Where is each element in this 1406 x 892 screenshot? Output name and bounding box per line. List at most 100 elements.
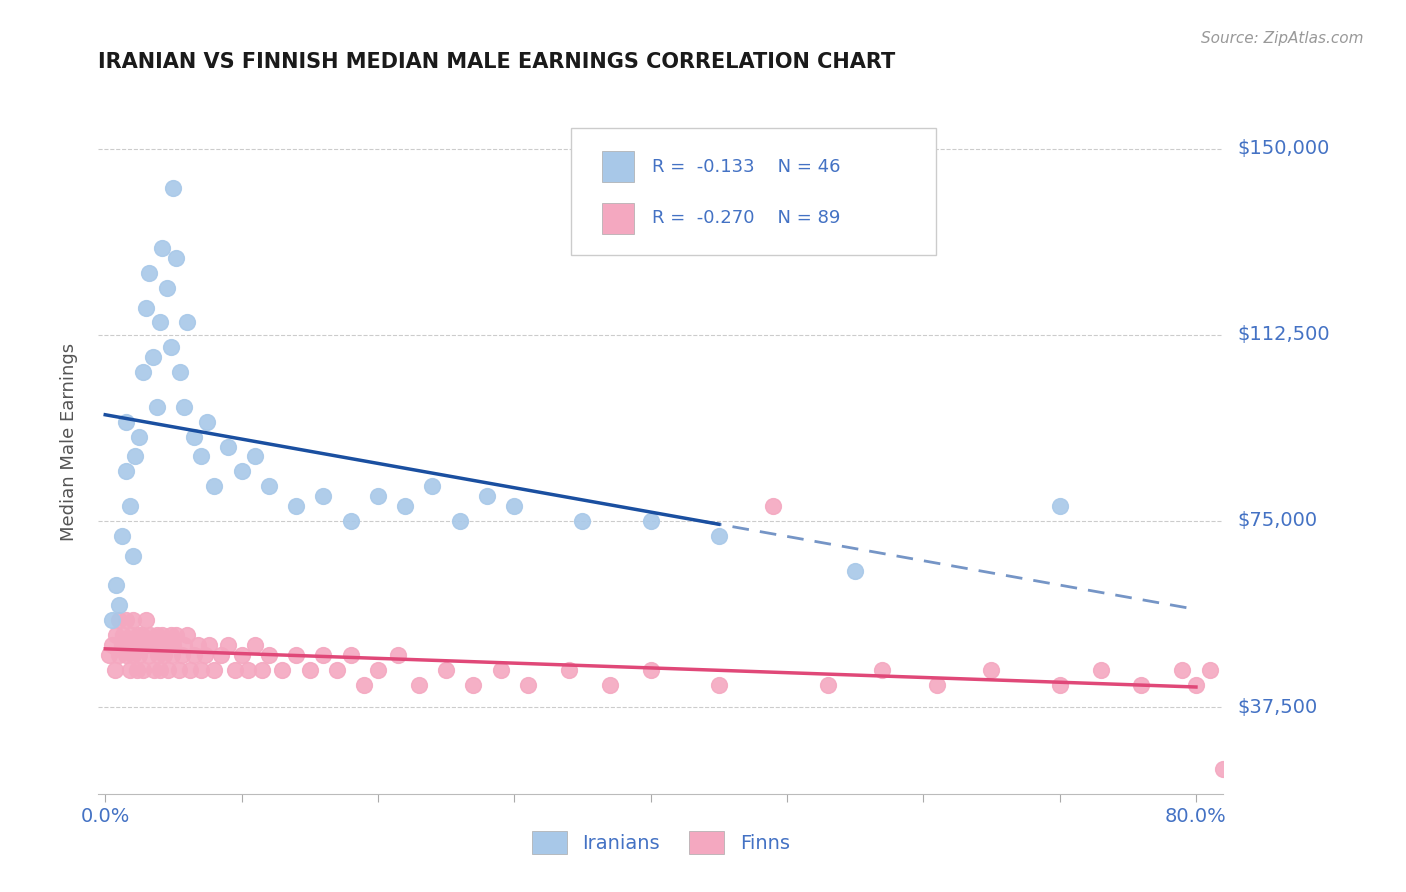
Point [367,489,389,503]
Point [121,549,143,563]
Point [187,638,209,652]
Point [118,663,141,677]
Point [149,315,172,329]
Point [231,648,253,662]
Point [143,663,166,677]
FancyBboxPatch shape [571,128,936,255]
Point [110,529,132,543]
Point [114,464,136,478]
Point [183,429,205,443]
Text: $75,000: $75,000 [1237,511,1317,531]
Text: Source: ZipAtlas.com: Source: ZipAtlas.com [1201,31,1364,46]
Point [197,415,219,429]
Point [394,499,416,513]
Point [101,613,124,627]
Point [135,638,157,652]
Point [558,663,581,677]
Point [387,648,409,662]
Point [156,663,179,677]
Point [217,440,239,454]
Point [155,638,177,652]
Point [1049,678,1071,692]
Point [173,400,195,414]
Point [167,663,190,677]
Point [110,638,132,652]
Point [449,514,471,528]
Point [217,638,239,652]
Point [202,479,225,493]
Point [422,479,444,493]
Point [132,663,155,677]
Point [571,514,593,528]
Point [146,400,169,414]
Point [339,648,361,662]
Point [183,648,205,662]
Point [108,648,131,662]
Point [124,450,146,464]
Point [844,564,866,578]
Point [114,613,136,627]
Point [114,648,136,662]
Text: R =  -0.270    N = 89: R = -0.270 N = 89 [652,210,841,227]
Point [1171,663,1194,677]
Point [238,663,260,677]
Point [165,628,187,642]
Point [707,529,730,543]
Point [640,663,662,677]
Point [326,663,349,677]
Point [198,638,221,652]
Point [162,181,184,195]
Text: R =  -0.133    N = 46: R = -0.133 N = 46 [652,158,841,176]
Point [160,648,183,662]
Point [707,678,730,692]
Point [132,365,155,379]
Point [176,315,198,329]
Point [139,628,162,642]
Point [149,638,172,652]
Point [817,678,839,692]
Text: $112,500: $112,500 [1237,326,1330,344]
Point [179,663,201,677]
Point [224,663,246,677]
Point [231,464,253,478]
Point [138,266,160,280]
Point [1090,663,1112,677]
Point [117,638,139,652]
Point [105,628,128,642]
Point [121,648,143,662]
Point [131,628,153,642]
Point [209,648,232,662]
Point [367,663,389,677]
Point [138,648,160,662]
Point [245,638,267,652]
Point [152,628,174,642]
Point [503,499,526,513]
Point [149,663,172,677]
Point [312,648,335,662]
Point [257,648,280,662]
Point [285,499,308,513]
Point [1212,762,1234,776]
Point [124,638,146,652]
Point [111,628,134,642]
Point [599,678,621,692]
Point [202,663,225,677]
Point [159,340,181,354]
Point [148,648,170,662]
Point [980,663,1002,677]
Point [312,489,335,503]
Point [463,678,485,692]
Point [128,429,150,443]
Point [142,638,165,652]
Point [98,648,121,662]
Text: $37,500: $37,500 [1237,698,1317,716]
Point [153,648,176,662]
Text: $150,000: $150,000 [1237,139,1330,158]
Point [190,450,212,464]
Point [925,678,948,692]
Point [121,613,143,627]
Point [298,663,321,677]
Point [159,628,181,642]
Point [146,628,169,642]
Text: IRANIAN VS FINNISH MEDIAN MALE EARNINGS CORRELATION CHART: IRANIAN VS FINNISH MEDIAN MALE EARNINGS … [98,53,896,72]
